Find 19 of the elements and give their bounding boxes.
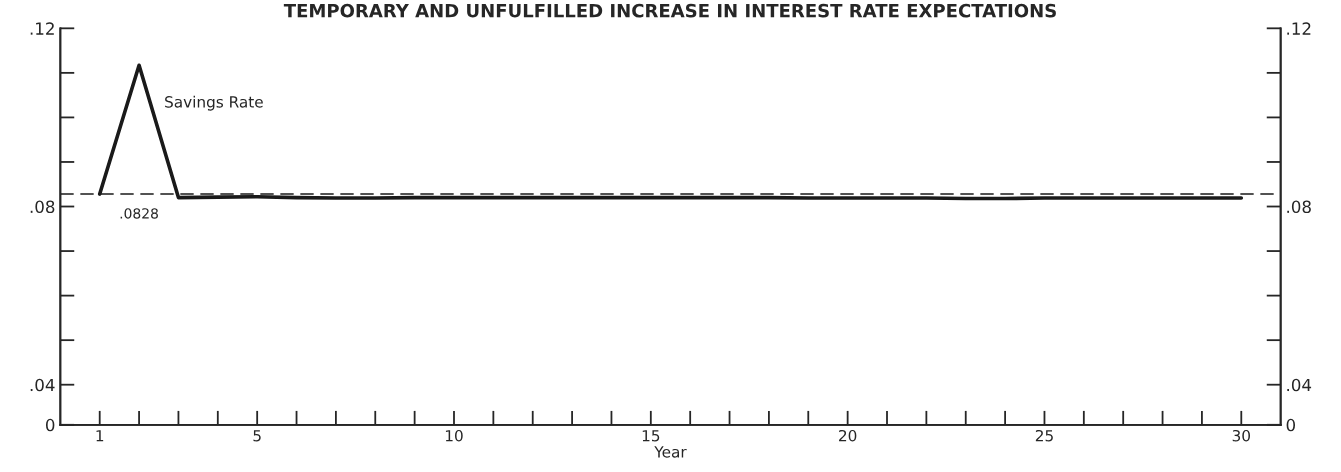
ref-line-label: .0828	[120, 208, 158, 219]
series-label: Savings Rate	[165, 95, 263, 111]
y-tick-label: .04	[30, 378, 55, 392]
x-tick-label: 5	[253, 430, 261, 442]
x-tick-label: 1	[96, 430, 104, 442]
y2-tick-label: 0	[1286, 418, 1296, 432]
y-tick-label: .12	[30, 22, 54, 35]
x-tick-label: 30	[1232, 429, 1250, 442]
x-tick-label: 15	[642, 430, 660, 442]
y-tick-label: 0	[45, 418, 55, 432]
y2-tick-label: .04	[1287, 378, 1312, 392]
y-tick-label: .08	[30, 200, 55, 214]
y2-tick-label: .12	[1287, 22, 1311, 35]
x-axis-title: Year	[654, 446, 687, 458]
chart-title: TEMPORARY AND UNFULFILLED INCREASE IN INTEREST RATE EXPECTATIONS	[283, 3, 1056, 18]
x-tick-label: 20	[839, 429, 857, 442]
x-tick-label: 25	[1035, 429, 1053, 442]
x-tick-label: 10	[445, 429, 463, 442]
y2-tick-label: .08	[1287, 200, 1311, 214]
